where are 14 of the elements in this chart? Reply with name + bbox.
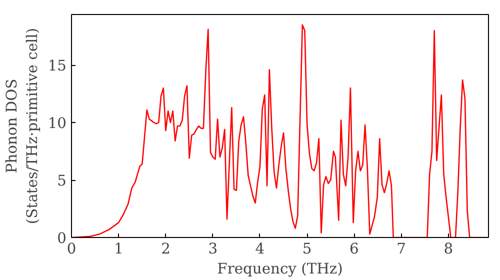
- x-tick-label: 6: [350, 240, 359, 258]
- x-tick-label: 7: [396, 240, 406, 258]
- y-tick-label: 10: [48, 115, 67, 132]
- y-axis-title: Phonon DOS (States/THz·primitive cell): [3, 28, 41, 224]
- x-axis-title: Frequency (THz): [217, 260, 343, 278]
- x-tick-label: 1: [114, 240, 124, 258]
- x-tick-label: 5: [302, 240, 312, 258]
- y-tick-label: 5: [57, 172, 67, 190]
- x-tick-label: 3: [208, 240, 218, 258]
- x-tick-label: 8: [444, 240, 454, 258]
- x-tick-label: 4: [255, 240, 265, 258]
- y-tick-label: 15: [48, 58, 67, 75]
- x-tick-label: 2: [161, 240, 170, 258]
- y-tick-label: 0: [57, 230, 67, 247]
